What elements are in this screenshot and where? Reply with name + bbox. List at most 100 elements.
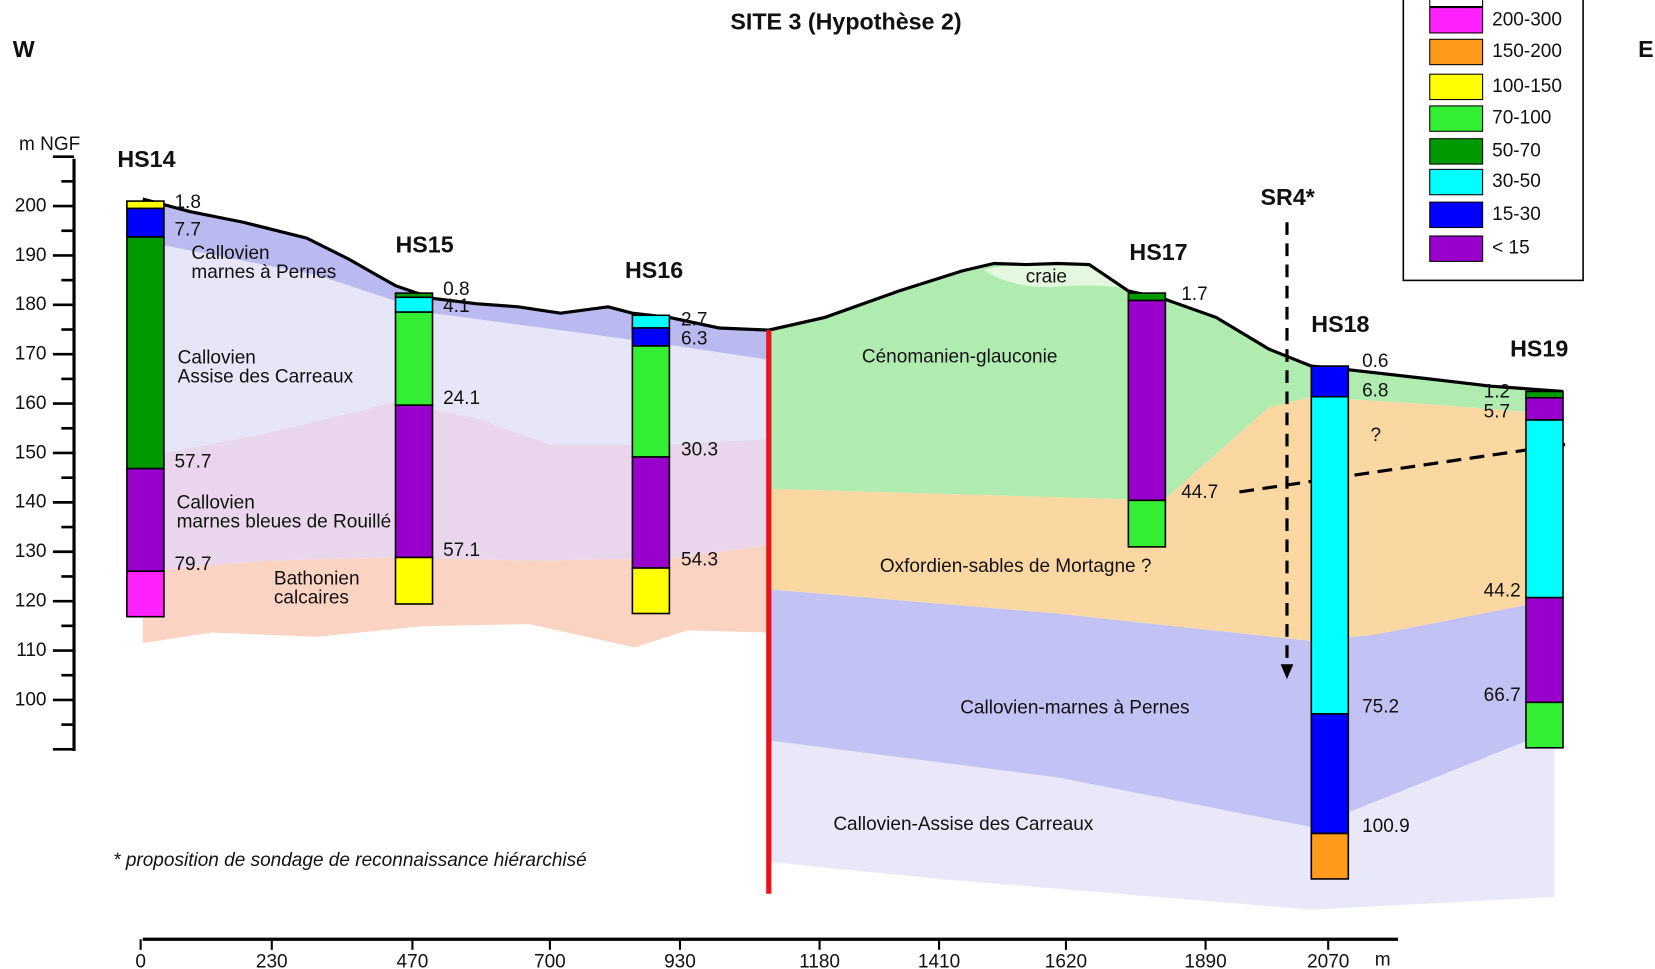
borehole-segment — [396, 312, 433, 405]
depth-label: 79.7 — [174, 554, 211, 575]
layer-label: Oxfordien-sables de Mortagne ? — [880, 556, 1152, 577]
legend-label: 15-30 — [1492, 204, 1541, 225]
depth-label: 4.1 — [443, 296, 469, 317]
east-label: E — [1638, 36, 1654, 62]
note: * proposition de sondage de reconnaissan… — [113, 850, 587, 871]
x-tick-label: 1890 — [1184, 952, 1226, 969]
borehole-segment — [632, 328, 669, 346]
layer-label: marnes à Pernes — [191, 262, 336, 283]
borehole-segment — [127, 201, 164, 208]
layer-label: Callovien — [178, 348, 256, 369]
y-tick-label: 100 — [15, 689, 47, 710]
borehole-segment — [127, 571, 164, 616]
x-tick-label: 700 — [534, 952, 566, 969]
borehole-segment — [396, 297, 433, 312]
borehole-segment — [632, 346, 669, 457]
legend-label: 70-100 — [1492, 108, 1551, 129]
borehole-segment — [1128, 300, 1165, 500]
depth-label: 1.2 — [1484, 382, 1510, 403]
borehole-name: HS15 — [396, 232, 454, 258]
y-tick-label: 200 — [15, 195, 47, 216]
depth-label: 7.7 — [174, 220, 200, 241]
borehole-segment — [1128, 293, 1165, 300]
legend-swatch — [1430, 202, 1483, 227]
legend-swatch — [1430, 139, 1483, 164]
layer-label: Callovien — [177, 493, 255, 514]
proposed-label: SR4* — [1261, 184, 1316, 210]
layer-label: Callovien-marnes à Pernes — [960, 698, 1189, 719]
layer-label: Bathonien — [274, 569, 360, 590]
title: SITE 3 (Hypothèse 2) — [730, 9, 961, 35]
depth-label: 30.3 — [681, 440, 718, 461]
y-tick-label: 130 — [15, 541, 47, 562]
legend-swatch — [1430, 39, 1483, 64]
depth-label: 1.8 — [174, 192, 200, 213]
y-tick-label: 120 — [15, 590, 47, 611]
borehole-segment — [396, 557, 433, 604]
borehole-name: HS18 — [1311, 311, 1369, 337]
layer-label: craie — [1026, 266, 1067, 287]
depth-label: 57.1 — [443, 540, 480, 561]
legend-swatch — [1430, 74, 1483, 99]
y-axis-label: m NGF — [19, 134, 80, 155]
legend-swatch — [1430, 236, 1483, 261]
depth-label: 5.7 — [1484, 402, 1510, 423]
y-tick-label: 110 — [16, 640, 46, 661]
borehole-name: HS17 — [1129, 239, 1187, 265]
legend-label: 200-300 — [1492, 9, 1562, 30]
y-tick-label: 150 — [15, 442, 47, 463]
y-tick-label: 160 — [15, 393, 47, 414]
borehole-segment — [127, 237, 164, 469]
cross-section: SITE 3 (Hypothèse 2) W Em NGF 200 190 180 170 1… — [0, 0, 1655, 969]
depth-label: 54.3 — [681, 550, 718, 571]
legend-label: 30-50 — [1492, 171, 1541, 192]
borehole-segment — [632, 457, 669, 568]
depth-label: 6.3 — [681, 329, 707, 350]
legend-label: 50-70 — [1492, 140, 1541, 161]
borehole-segment — [632, 568, 669, 613]
x-tick-label: 1410 — [918, 952, 960, 969]
x-tick-label: 2070 — [1307, 952, 1349, 969]
borehole-segment — [1526, 391, 1563, 397]
y-tick-label: 140 — [15, 492, 47, 513]
borehole-name: HS19 — [1510, 335, 1568, 361]
depth-label: 66.7 — [1484, 685, 1521, 706]
borehole-name: HS16 — [625, 257, 683, 283]
layer-label: Cénomanien-glauconie — [862, 347, 1058, 368]
legend-swatch — [1430, 0, 1483, 7]
legend-swatch — [1430, 8, 1483, 33]
borehole-segment — [1311, 833, 1348, 878]
x-tick-label: 930 — [664, 952, 696, 969]
depth-label: 2.7 — [681, 310, 707, 331]
depth-label: 44.2 — [1484, 580, 1521, 601]
legend-label: < 15 — [1492, 238, 1530, 259]
borehole-segment — [1526, 420, 1563, 598]
depth-label: 1.7 — [1181, 284, 1207, 305]
borehole-segment — [1128, 500, 1165, 547]
borehole-segment — [1526, 702, 1563, 747]
y-tick-label: 180 — [15, 294, 47, 315]
borehole-segment — [1311, 714, 1348, 833]
depth-label: 6.8 — [1362, 380, 1388, 401]
depth-label: 75.2 — [1362, 697, 1399, 718]
borehole-segment — [1311, 397, 1348, 714]
depth-label: 24.1 — [443, 388, 480, 409]
borehole-segment — [396, 405, 433, 557]
legend-label: 100-150 — [1492, 76, 1562, 97]
x-tick-label: 1180 — [799, 952, 840, 969]
layer-label: calcaires — [274, 588, 349, 609]
depth-label: 57.7 — [174, 451, 211, 472]
borehole-segment — [632, 315, 669, 328]
borehole-segment — [1526, 398, 1563, 420]
borehole-segment — [127, 208, 164, 237]
x-tick-label: 1620 — [1045, 952, 1087, 969]
x-tick-label: 0 — [135, 952, 146, 969]
y-tick-label: 170 — [15, 344, 47, 365]
legend-label: 150-200 — [1492, 41, 1562, 62]
y-tick-label: 190 — [15, 245, 47, 266]
depth-label: 44.7 — [1181, 482, 1218, 503]
borehole-name: HS14 — [117, 146, 175, 172]
west-label: W — [13, 36, 35, 62]
depth-label: 100.9 — [1362, 816, 1410, 837]
x-axis-unit: m — [1375, 949, 1391, 969]
